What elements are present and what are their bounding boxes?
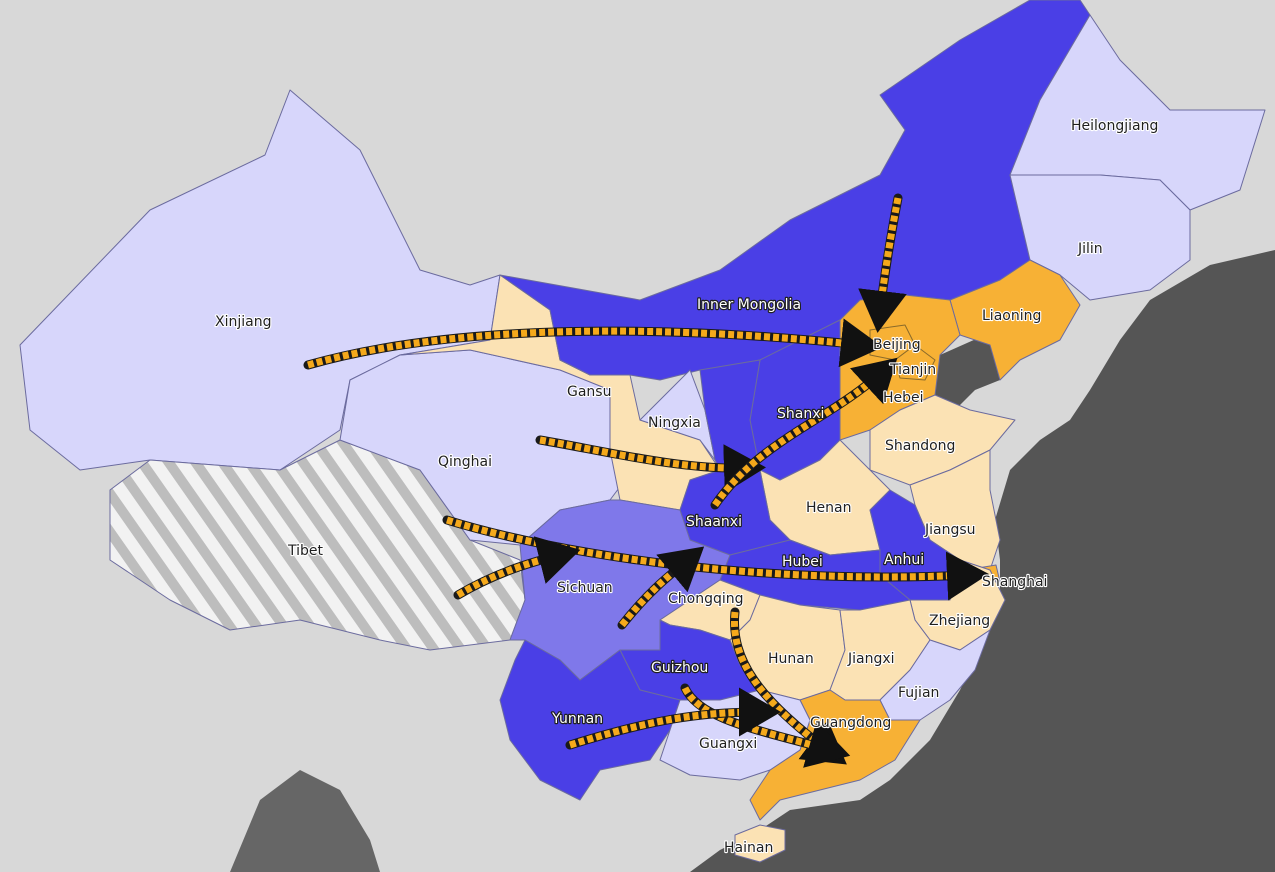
label-heilongjiang: Heilongjiang <box>1071 118 1158 134</box>
region-labels-layer: Xinjiang Tibet Qinghai Gansu Inner Mongo… <box>214 117 1160 857</box>
region-tianjin[interactable] <box>894 344 936 381</box>
label-jiangsu: Jiangsu <box>924 522 976 538</box>
region-hainan[interactable] <box>734 824 786 863</box>
label-qinghai: Qinghai <box>438 454 492 470</box>
migration-arrow-guizhou-to-guangdong <box>681 686 851 768</box>
label-fujian: Fujian <box>898 685 939 701</box>
label-shandong: Shandong <box>885 438 955 454</box>
label-shaanxi: Shaanxi <box>686 514 742 530</box>
label-shanxi: Shanxi <box>777 406 824 422</box>
label-guangdong: Guangdong <box>810 715 891 731</box>
label-tianjin: Tianjin <box>889 362 936 378</box>
label-yunnan: Yunnan <box>551 711 603 727</box>
label-jilin: Jilin <box>1077 241 1103 257</box>
label-hubei: Hubei <box>782 554 823 570</box>
migration-arrow-sichuan-to-chongqing <box>619 546 705 628</box>
label-jiangxi: Jiangxi <box>847 651 895 667</box>
label-henan: Henan <box>806 500 851 516</box>
label-guizhou: Guizhou <box>651 660 708 676</box>
label-hebei: Hebei <box>883 390 924 406</box>
label-gansu: Gansu <box>567 384 611 400</box>
region-yunnan[interactable] <box>499 639 681 801</box>
label-ningxia: Ningxia <box>648 415 701 431</box>
label-liaoning: Liaoning <box>982 308 1041 324</box>
bay-of-bengal <box>230 770 380 872</box>
label-tibet: Tibet <box>287 543 324 559</box>
sea-area <box>690 250 1275 872</box>
region-liaoning[interactable] <box>949 259 1081 381</box>
migration-arrow-qinghai-to-shanxi <box>539 436 766 494</box>
migration-arrow-sichuan-to-shanghai <box>456 536 581 599</box>
migration-arrow-shaanxi-to-tianjin <box>712 357 898 507</box>
migration-arrow-yunnan-to-guangdong <box>568 687 781 749</box>
label-sichuan: Sichuan <box>557 580 613 596</box>
label-inner-mongolia: Inner Mongolia <box>697 297 801 313</box>
label-zhejiang: Zhejiang <box>929 613 990 629</box>
migration-arrows-layer <box>303 193 989 768</box>
label-beijing: Beijing <box>873 337 921 353</box>
label-chongqing: Chongqing <box>668 591 744 607</box>
bohai-sea <box>935 335 1005 410</box>
label-hainan: Hainan <box>724 840 773 856</box>
label-hunan: Hunan <box>768 651 814 667</box>
label-guangxi: Guangxi <box>699 736 757 752</box>
migration-arrow-inner-mongolia-to-beijing <box>858 197 907 333</box>
label-shanghai: Shanghai <box>982 574 1047 590</box>
migration-arrow-xinjiang-to-beijing <box>307 318 883 369</box>
label-anhui: Anhui <box>884 552 924 568</box>
region-fujian[interactable] <box>879 629 991 721</box>
region-shandong[interactable] <box>869 394 1016 486</box>
label-xinjiang: Xinjiang <box>215 314 271 330</box>
